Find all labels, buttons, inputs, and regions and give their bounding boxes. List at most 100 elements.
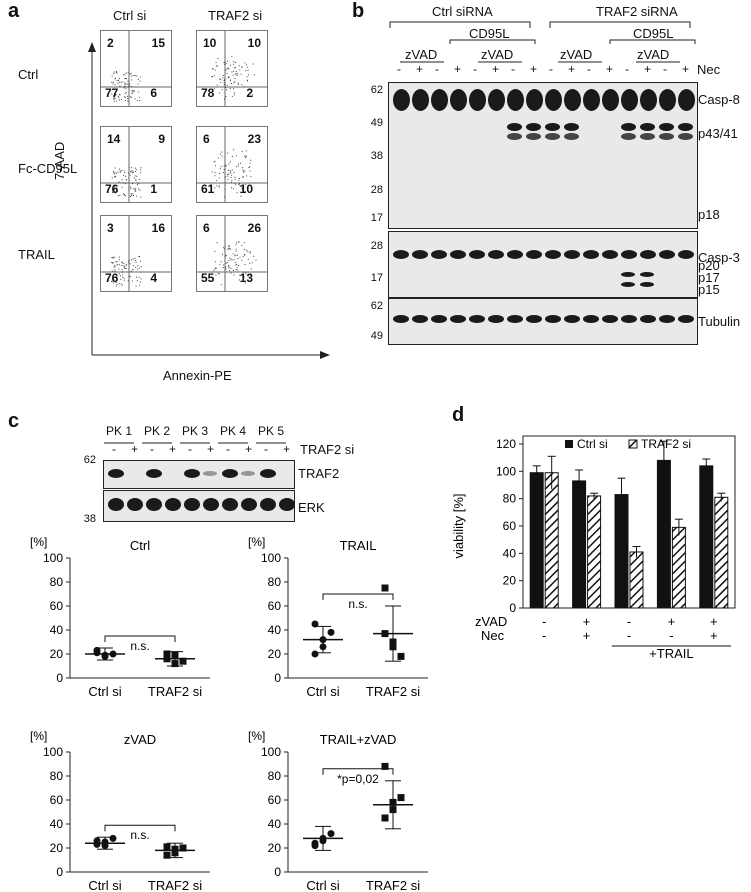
flow-event-dot (116, 190, 118, 192)
significance-bracket (104, 824, 176, 832)
flow-event-dot (113, 171, 115, 173)
flow-event-dot (112, 192, 113, 193)
flow-event-dot (125, 87, 127, 89)
bar-traf2-si (671, 526, 686, 609)
chart-title: zVAD (124, 732, 156, 747)
band-casp8-lane-8 (526, 89, 543, 111)
flow-event-dot (241, 151, 243, 153)
blot-casp8 (388, 82, 698, 229)
band-casp3-lane-1 (393, 250, 409, 259)
plot-frame (522, 435, 736, 609)
nec-sign-lane-1: - (397, 62, 401, 76)
flow-event-dot (252, 63, 254, 65)
flow-event-dot (114, 190, 115, 192)
flow-event-dot (235, 184, 237, 186)
flow-event-dot (124, 100, 126, 101)
flow-event-dot (255, 259, 257, 261)
flow-event-dot (114, 167, 116, 169)
flow-event-dot (119, 81, 120, 83)
flow-event-dot (219, 78, 221, 80)
band-p41-lane-13 (621, 133, 636, 140)
y-tick-label: 40 (50, 623, 64, 637)
flow-event-dot (237, 241, 239, 243)
flow-event-dot (125, 83, 127, 85)
flow-event-dot (235, 74, 237, 76)
flow-event-dot (233, 259, 235, 260)
band-p15-lane-13 (621, 282, 635, 287)
marker-casp3: Casp-3 (698, 250, 740, 265)
data-point-traf2 (397, 652, 405, 660)
flow-event-dot (118, 181, 120, 183)
band-p41-lane-9 (545, 133, 560, 140)
flow-event-dot (243, 86, 245, 88)
x-axis-label-annexin: Annexin-PE (163, 368, 232, 383)
flow-event-dot (238, 163, 239, 165)
quadrant-value-upper-right: 26 (247, 221, 261, 235)
flow-event-dot (241, 245, 243, 247)
flow-event-dot (112, 81, 114, 83)
quadrant-value-lower-left: 76 (105, 182, 119, 196)
flow-event-dot (113, 71, 115, 73)
flow-event-dot (242, 176, 243, 178)
flow-event-dot (138, 179, 140, 181)
flow-event-dot (138, 267, 140, 269)
quadrant-value-lower-left: 76 (105, 271, 119, 285)
traf2-sign-lane-1: - (112, 442, 116, 456)
y-tick-label: 80 (50, 769, 64, 783)
flow-event-dot (247, 251, 249, 253)
flow-event-dot (211, 280, 213, 282)
quadrant-value-upper-right: 23 (247, 132, 261, 146)
flow-event-dot (125, 92, 127, 94)
flow-event-dot (249, 262, 251, 264)
flow-event-dot (115, 261, 117, 263)
flow-event-dot (133, 177, 135, 179)
flow-event-dot (116, 261, 118, 263)
bar-ctrl-si (699, 465, 714, 609)
data-point-traf2 (179, 844, 187, 852)
band-casp3-lane-3 (431, 250, 447, 259)
flow-event-dot (230, 83, 232, 84)
flow-event-dot (133, 75, 135, 76)
nec-sign: - (669, 628, 673, 643)
band-erk-lane-6 (203, 498, 219, 511)
flow-event-dot (223, 172, 224, 174)
flow-event-dot (128, 167, 130, 169)
flow-event-dot (215, 267, 217, 269)
flow-event-dot (130, 171, 131, 173)
flow-event-dot (245, 156, 247, 158)
flow-event-dot (236, 264, 238, 266)
flow-event-dot (231, 169, 233, 171)
flow-event-dot (231, 155, 233, 157)
flow-event-dot (244, 254, 246, 256)
band-casp3-lane-6 (488, 250, 504, 259)
flow-event-dot (127, 71, 129, 73)
trail-label: +TRAIL (649, 646, 693, 660)
flow-event-dot (111, 93, 113, 95)
quadrant-value-lower-right: 4 (150, 271, 157, 285)
flow-event-dot (122, 262, 123, 264)
flow-event-dot (124, 93, 126, 95)
flow-event-dot (135, 191, 137, 193)
flow-event-dot (113, 170, 114, 172)
band-p43-lane-7 (507, 123, 522, 131)
flow-event-dot (247, 79, 248, 81)
band-casp8-lane-16 (678, 89, 695, 111)
band-casp3-lane-13 (621, 250, 637, 259)
band-traf2-ctrl-1 (108, 469, 124, 478)
bar-ctrl-si (656, 459, 671, 609)
flow-event-dot (130, 86, 132, 87)
flow-event-dot (237, 83, 239, 85)
flow-event-dot (123, 182, 125, 183)
flow-event-dot (139, 284, 141, 286)
band-p41-lane-8 (526, 133, 541, 140)
nec-sign: - (542, 628, 546, 643)
flow-event-dot (244, 253, 246, 255)
band-p17-lane-14 (640, 272, 654, 277)
y-tick-label: 40 (50, 817, 64, 831)
flow-event-dot (245, 150, 247, 152)
flow-event-dot (223, 82, 225, 84)
flow-event-dot (121, 274, 123, 276)
flow-event-dot (134, 98, 136, 100)
nec-sign-lane-4: + (454, 62, 462, 76)
y-tick-label: 40 (268, 623, 282, 637)
